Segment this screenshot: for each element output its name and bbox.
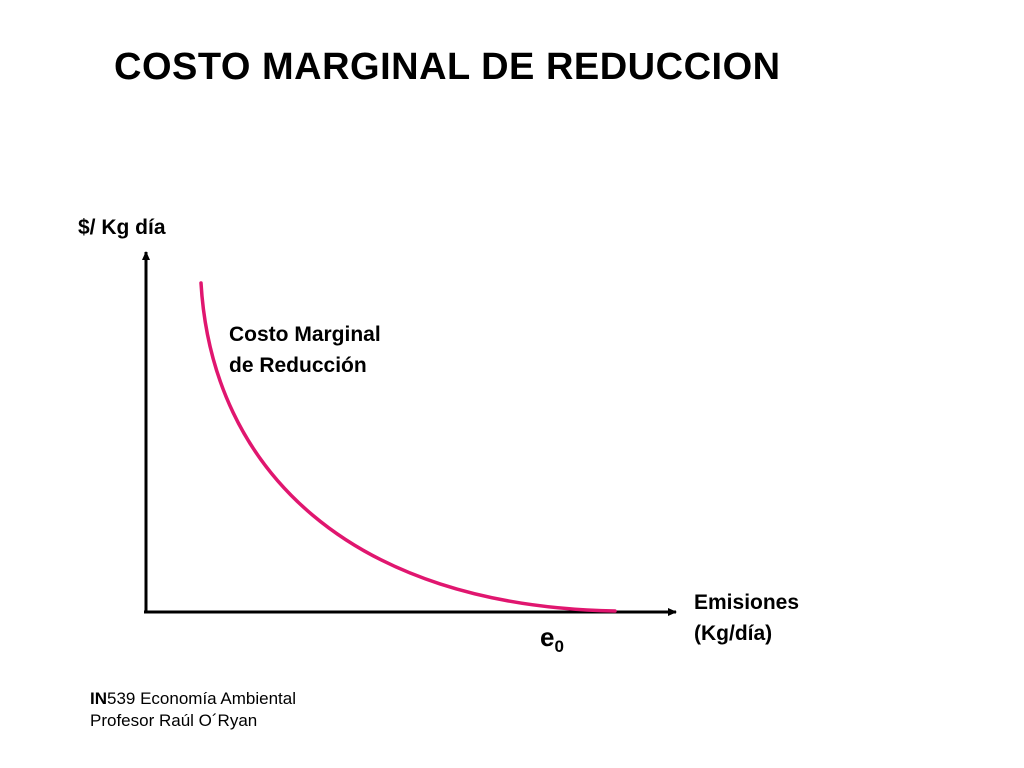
footer-course-name: 539 Economía Ambiental [107,689,297,708]
e0-point-label: e0 [540,622,564,656]
footer-professor: Profesor Raúl O´Ryan [90,711,258,730]
slide-title: COSTO MARGINAL DE REDUCCION [114,46,781,88]
y-axis-label: $/ Kg día [78,216,166,239]
e0-base: e [540,622,554,652]
footer-course: IN539 Economía Ambiental [90,688,296,710]
marginal-abatement-cost-curve [199,281,617,613]
curve-label-line1: Costo Marginal [229,323,381,346]
curve-label-line2: de Reducción [229,354,367,377]
e0-subscript: 0 [554,637,563,656]
slide-footer: IN539 Economía Ambiental Profesor Raúl O… [90,688,296,732]
x-axis-label-line2: (Kg/día) [694,622,772,645]
footer-course-code: IN [90,689,107,708]
x-axis-label-line1: Emisiones [694,591,799,614]
